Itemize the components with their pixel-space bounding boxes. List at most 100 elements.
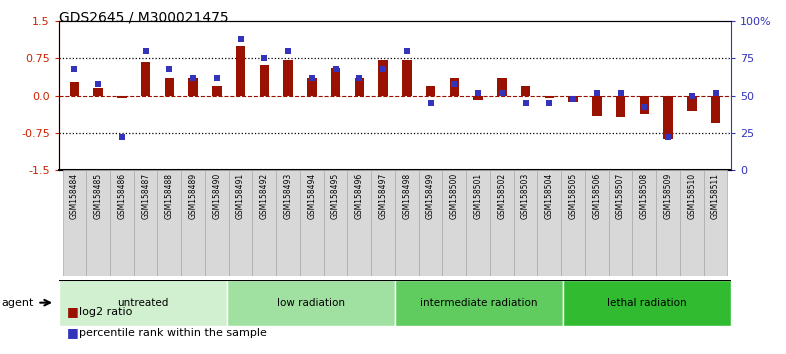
Bar (687, 96, 696, 112)
Text: GSM158493: GSM158493 (284, 173, 292, 219)
Text: GSM158508: GSM158508 (640, 173, 648, 219)
Point (139, 48, 152, 54)
Bar (59, 280, 227, 326)
Text: GSM158510: GSM158510 (687, 173, 696, 219)
Bar (443, 170, 466, 276)
Point (68, 66, 81, 72)
Bar (703, 170, 727, 276)
Text: GSM158506: GSM158506 (593, 173, 601, 219)
Bar (419, 170, 443, 276)
Text: GSM158497: GSM158497 (379, 173, 387, 219)
Point (615, 90, 627, 96)
Bar (276, 170, 300, 276)
Text: GSM158488: GSM158488 (165, 173, 174, 219)
Point (211, 75, 223, 81)
Text: agent: agent (2, 298, 34, 308)
Bar (545, 96, 554, 98)
Text: GSM158494: GSM158494 (307, 173, 316, 219)
Bar (63, 170, 86, 276)
Bar (94, 88, 103, 96)
Bar (371, 170, 395, 276)
Text: GSM158499: GSM158499 (426, 173, 435, 219)
Point (116, 135, 128, 140)
Point (163, 66, 175, 72)
Text: GSM158509: GSM158509 (663, 173, 673, 219)
Bar (157, 170, 182, 276)
Bar (227, 280, 395, 326)
Text: GSM158511: GSM158511 (711, 173, 720, 219)
Bar (633, 170, 656, 276)
Bar (563, 280, 731, 326)
Bar (134, 170, 157, 276)
Bar (236, 46, 245, 96)
Bar (70, 82, 79, 96)
Bar (521, 86, 531, 96)
Bar (663, 96, 673, 139)
Text: GSM158502: GSM158502 (498, 173, 506, 219)
Text: GSM158490: GSM158490 (212, 173, 222, 219)
Bar (615, 96, 626, 118)
Bar (86, 170, 110, 276)
Bar (205, 170, 229, 276)
Point (282, 48, 295, 54)
Bar (229, 170, 252, 276)
Bar (450, 78, 459, 96)
Bar (538, 170, 561, 276)
Bar (252, 170, 276, 276)
Bar (117, 96, 127, 98)
Text: ■: ■ (67, 305, 79, 318)
Point (424, 100, 437, 106)
Text: GSM158486: GSM158486 (117, 173, 127, 219)
Bar (561, 170, 585, 276)
Bar (164, 78, 174, 96)
Point (234, 36, 247, 42)
Text: low radiation: low radiation (277, 298, 345, 308)
Bar (300, 170, 324, 276)
Point (543, 100, 556, 106)
Bar (568, 96, 578, 102)
Bar (395, 280, 563, 326)
Bar (608, 170, 633, 276)
Text: GSM158487: GSM158487 (141, 173, 150, 219)
Point (92, 81, 105, 86)
Bar (473, 96, 483, 99)
Point (258, 56, 270, 61)
Text: GSM158501: GSM158501 (474, 173, 483, 219)
Bar (141, 62, 150, 96)
Text: GDS2645 / M300021475: GDS2645 / M300021475 (59, 11, 229, 25)
Point (638, 105, 651, 110)
Text: GSM158484: GSM158484 (70, 173, 79, 219)
Point (448, 81, 461, 86)
Point (495, 90, 508, 96)
Text: lethal radiation: lethal radiation (607, 298, 687, 308)
Text: GSM158500: GSM158500 (450, 173, 459, 219)
Point (472, 90, 484, 96)
Bar (497, 78, 506, 96)
Point (401, 48, 413, 54)
Bar (189, 78, 198, 96)
Point (590, 90, 603, 96)
Text: GSM158492: GSM158492 (260, 173, 269, 219)
Bar (395, 170, 419, 276)
Point (306, 75, 318, 81)
Bar (490, 170, 514, 276)
Text: GSM158496: GSM158496 (354, 173, 364, 219)
Text: GSM158495: GSM158495 (331, 173, 340, 219)
Bar (585, 170, 608, 276)
Text: GSM158489: GSM158489 (189, 173, 197, 219)
Bar (307, 78, 317, 96)
Point (567, 96, 579, 101)
Bar (284, 60, 293, 96)
Point (376, 66, 389, 72)
Bar (640, 96, 649, 114)
Point (709, 90, 722, 96)
Point (329, 66, 342, 72)
Text: intermediate radiation: intermediate radiation (421, 298, 538, 308)
Bar (426, 86, 435, 96)
Point (662, 135, 674, 140)
Point (187, 75, 200, 81)
Point (520, 100, 532, 106)
Text: GSM158485: GSM158485 (94, 173, 103, 219)
Bar (324, 170, 347, 276)
Text: untreated: untreated (117, 298, 169, 308)
